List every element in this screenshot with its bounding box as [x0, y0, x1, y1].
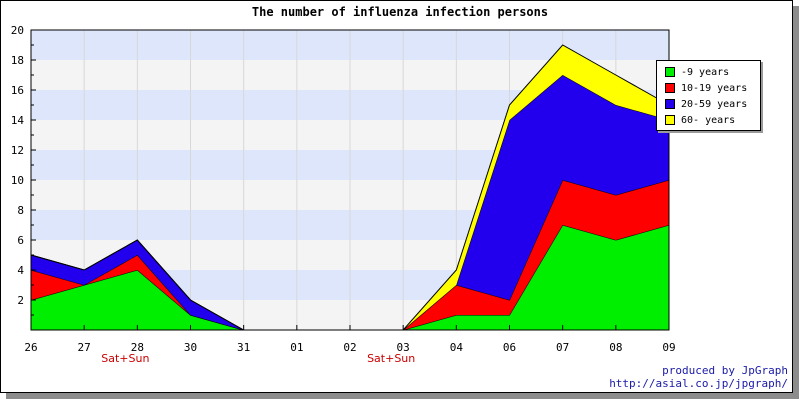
legend-entry: -9 years [665, 65, 729, 79]
x-tick-label: 07 [556, 341, 569, 354]
chart-title: The number of influenza infection person… [252, 5, 548, 19]
weekend-label: Sat+Sun [367, 352, 415, 365]
x-tick-label: 31 [237, 341, 250, 354]
y-tick-label: 12 [11, 144, 24, 157]
x-tick-label: 04 [450, 341, 464, 354]
legend-entry: 10-19 years [665, 81, 747, 95]
legend-label: 20-59 years [681, 98, 748, 110]
legend-label: 10-19 years [681, 82, 748, 94]
legend-label: 60- years [681, 114, 736, 126]
x-tick-label: 03 [397, 341, 410, 354]
y-tick-label: 10 [11, 174, 24, 187]
credits-url[interactable]: http://asial.co.jp/jpgraph/ [609, 377, 788, 390]
y-tick-label: 14 [11, 114, 25, 127]
legend-swatch [665, 83, 675, 93]
legend-entry: 60- years [665, 113, 735, 127]
area-series-1 [31, 225, 669, 330]
x-tick-label: 08 [609, 341, 622, 354]
area-series-2 [31, 180, 669, 330]
legend-label: -9 years [681, 66, 730, 78]
area-series-3 [31, 75, 669, 330]
y-tick-label: 8 [17, 204, 24, 217]
x-tick-label: 06 [503, 341, 516, 354]
legend-swatch [665, 67, 675, 77]
legend-swatch [665, 99, 675, 109]
x-tick-label: 02 [343, 341, 356, 354]
x-tick-label: 28 [131, 341, 144, 354]
x-tick-label: 27 [78, 341, 91, 354]
credits: produced by JpGraph http://asial.co.jp/j… [609, 364, 788, 390]
y-tick-label: 4 [17, 264, 24, 277]
x-tick-label: 09 [662, 341, 675, 354]
x-tick-label: 26 [24, 341, 37, 354]
weekend-label: Sat+Sun [101, 352, 149, 365]
x-tick-label: 01 [290, 341, 303, 354]
area-series-4 [31, 45, 669, 330]
chart-legend: -9 years 10-19 years 20-59 years 60- years [656, 60, 761, 131]
y-tick-label: 20 [11, 24, 24, 37]
legend-swatch [665, 115, 675, 125]
y-tick-label: 2 [17, 294, 24, 307]
credits-produced-by: produced by JpGraph [662, 364, 788, 377]
legend-entry: 20-59 years [665, 97, 747, 111]
x-tick-label: 30 [184, 341, 197, 354]
y-tick-label: 16 [11, 84, 24, 97]
y-tick-label: 18 [11, 54, 24, 67]
y-tick-label: 6 [17, 234, 24, 247]
